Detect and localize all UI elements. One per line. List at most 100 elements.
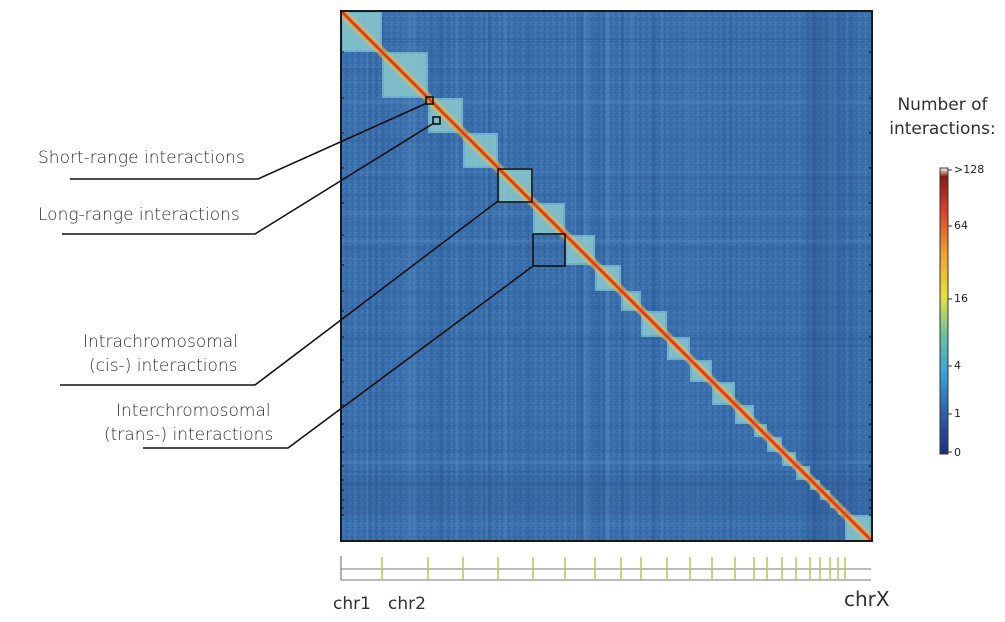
heatmap-stripe — [341, 256, 872, 258]
heatmap-stripe — [341, 99, 872, 101]
heatmap-stripe — [341, 522, 872, 527]
heatmap-stripe — [563, 11, 567, 541]
heatmap-stripe — [447, 11, 450, 541]
trans-label-line1: Interchromosomal — [116, 401, 271, 421]
heatmap-stripe — [833, 11, 837, 541]
heatmap-stripe — [583, 11, 587, 541]
heatmap-stripe — [341, 305, 872, 309]
colorbar — [939, 167, 952, 455]
heatmap-stripe — [811, 11, 816, 541]
trans-box — [532, 233, 566, 267]
heatmap-stripe — [574, 11, 577, 541]
heatmap-stripe — [341, 290, 872, 295]
legend-title: Number of interactions: — [880, 93, 1005, 141]
heatmap-stripe — [341, 245, 872, 249]
heatmap-stripe — [431, 11, 436, 541]
heatmap-stripe — [767, 11, 770, 541]
heatmap-stripe — [430, 11, 432, 541]
short-range-label: Short-range interactions — [38, 148, 245, 168]
heatmap-stripe — [341, 81, 872, 83]
heatmap-stripe — [341, 345, 872, 348]
heatmap-stripe — [631, 11, 634, 541]
heatmap-stripe — [583, 11, 586, 541]
heatmap-stripe — [341, 21, 872, 24]
heatmap-stripes — [341, 11, 872, 541]
heatmap-stripe — [341, 176, 872, 181]
heatmap-stripe — [697, 11, 700, 541]
heatmap-stripe — [407, 11, 411, 541]
colorbar-label: 16 — [954, 292, 968, 305]
heatmap-stripe — [341, 65, 872, 69]
heatmap-stripe — [661, 11, 664, 541]
heatmap-stripe — [851, 11, 855, 541]
heatmap-stripe — [341, 249, 872, 254]
heatmap-stripe — [341, 321, 872, 325]
cis-label-line2: (cis-) interactions — [89, 356, 238, 376]
heatmap-stripe — [341, 257, 872, 260]
heatmap-stripe — [690, 11, 693, 541]
heatmap-side-ticks — [341, 51, 872, 516]
chromosome-boundary-ticks — [381, 557, 846, 580]
cis-label-line1: Intrachromosomal — [83, 332, 238, 352]
heatmap-stripe — [341, 193, 872, 197]
heatmap-stripe — [487, 11, 491, 541]
heatmap-stripe — [341, 470, 872, 473]
chr2-label: chr2 — [388, 594, 426, 614]
heatmap-stripe — [408, 11, 412, 541]
heatmap-stripe — [848, 11, 851, 541]
heatmap-stripe — [341, 448, 872, 453]
heatmap-stripe — [375, 11, 378, 541]
chr1-label: chr1 — [333, 594, 371, 614]
heatmap-dark-band — [805, 11, 845, 541]
heatmap-stripe — [850, 11, 854, 541]
heatmap-stripe — [635, 11, 637, 541]
heatmap-stripe — [439, 11, 442, 541]
heatmap-stripe — [341, 170, 872, 173]
heatmap-stripe — [626, 11, 630, 541]
heatmap-stripe — [482, 11, 487, 541]
cis-box — [497, 168, 533, 203]
heatmap-stripe — [341, 442, 872, 446]
diagonal-red — [341, 11, 872, 541]
colorbar-label: 4 — [954, 359, 961, 372]
colorbar-label: 64 — [954, 219, 968, 232]
diagonal-band — [341, 11, 872, 541]
heatmap-stripe — [341, 424, 872, 428]
heatmap-stripe — [341, 212, 872, 214]
heatmap-stripe — [691, 11, 696, 541]
heatmap-stripe — [341, 138, 872, 143]
legend-title-line1: Number of — [897, 95, 988, 115]
colorbar-label: >128 — [954, 163, 985, 176]
heatmap-stripe — [672, 11, 674, 541]
heatmap-frame — [340, 10, 873, 542]
heatmap-stripe — [341, 481, 872, 484]
heatmap-stripe — [341, 41, 872, 43]
heatmap-stripe — [341, 38, 872, 41]
heatmap-stripe — [516, 11, 518, 541]
heatmap-stripe — [556, 11, 558, 541]
heatmap-stripe — [341, 395, 872, 398]
heatmap-stripe — [467, 11, 472, 541]
heatmap-stripe — [626, 11, 628, 541]
heatmap-stripe — [484, 11, 488, 541]
heatmap-stripe — [341, 339, 872, 341]
heatmap-stripe — [341, 483, 872, 487]
heatmap-stripe — [438, 11, 442, 541]
chromosome-axis — [340, 556, 871, 581]
heatmap-stripe — [353, 11, 356, 541]
heatmap-stripe — [653, 11, 657, 541]
heatmap-stripe — [692, 11, 696, 541]
heatmap-stripe — [341, 346, 872, 350]
heatmap-stripe — [405, 11, 408, 541]
heatmap-stripe — [341, 139, 872, 143]
heatmap-stripe — [434, 11, 436, 541]
chrX-label: chrX — [844, 587, 890, 611]
heatmap-stripe — [341, 12, 872, 17]
heatmap-stripe — [341, 67, 872, 71]
cis-leader — [60, 200, 499, 386]
heatmap-stripe — [341, 54, 872, 56]
contact-heatmap — [340, 10, 873, 542]
heatmap-stripe — [781, 11, 784, 541]
